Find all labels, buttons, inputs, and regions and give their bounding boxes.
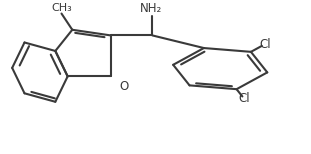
Text: Cl: Cl: [259, 38, 271, 51]
Text: O: O: [119, 80, 129, 93]
Text: CH₃: CH₃: [51, 3, 72, 13]
Text: Cl: Cl: [238, 92, 250, 105]
Text: NH₂: NH₂: [140, 2, 162, 15]
